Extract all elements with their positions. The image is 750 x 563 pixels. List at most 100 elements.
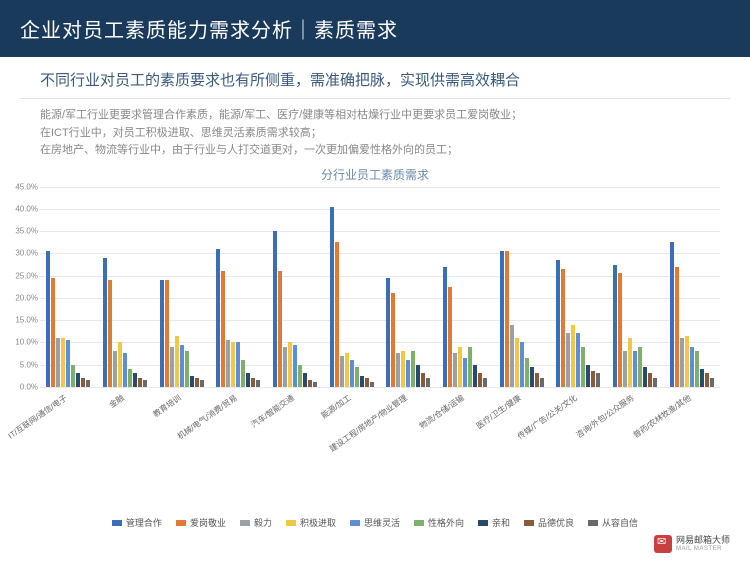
bar <box>335 242 339 386</box>
bar <box>313 382 317 386</box>
legend-label: 品德优良 <box>538 516 574 529</box>
bar <box>298 365 302 387</box>
bar <box>566 333 570 386</box>
legend-swatch <box>350 520 360 526</box>
y-tick-label: 35.0% <box>15 227 38 236</box>
bar <box>458 347 462 387</box>
bar <box>525 358 529 387</box>
legend-label: 亲和 <box>492 516 510 529</box>
desc-line-2: 在ICT行业中，对员工积极进取、思维灵活素质需求较高； <box>40 125 710 143</box>
bar <box>670 242 674 386</box>
legend-swatch <box>414 520 424 526</box>
bar <box>561 269 565 387</box>
bar <box>81 378 85 387</box>
bar <box>618 273 622 386</box>
description-block: 能源/军工行业更要求管理合作素质，能源/军工、医疗/健康等相对枯燥行业中更要求员… <box>0 99 750 164</box>
bar <box>540 378 544 387</box>
bar <box>710 378 714 387</box>
bar <box>288 342 292 386</box>
bar <box>483 378 487 387</box>
bar <box>133 373 137 386</box>
bar <box>170 347 174 387</box>
bar <box>386 278 390 387</box>
y-tick-label: 25.0% <box>15 271 38 280</box>
bar <box>350 360 354 387</box>
bar <box>391 293 395 386</box>
y-tick-label: 15.0% <box>15 316 38 325</box>
bar-group <box>46 187 90 387</box>
bar <box>463 358 467 387</box>
legend-item: 从容自信 <box>588 516 638 529</box>
bar <box>103 258 107 387</box>
y-axis: 0.0%5.0%10.0%15.0%20.0%25.0%30.0%35.0%40… <box>10 187 40 387</box>
bar <box>246 373 250 386</box>
bar <box>226 340 230 387</box>
bar <box>515 338 519 387</box>
bar <box>278 271 282 387</box>
bar <box>283 347 287 387</box>
y-tick-label: 10.0% <box>15 338 38 347</box>
bar <box>138 378 142 387</box>
bar-group <box>386 187 430 387</box>
bar <box>200 380 204 387</box>
bar <box>705 373 709 386</box>
bar <box>633 351 637 387</box>
header-bar: 企业对员工素质能力需求分析｜素质需求 <box>0 0 750 57</box>
legend-swatch <box>478 520 488 526</box>
bar <box>675 267 679 387</box>
legend: 管理合作爱岗敬业毅力积极进取思维灵活性格外向亲和品德优良从容自信 <box>0 516 750 529</box>
y-tick-label: 45.0% <box>15 182 38 191</box>
bar <box>61 338 65 387</box>
bar <box>478 373 482 386</box>
bar-plot <box>40 187 720 387</box>
bar-group <box>613 187 657 387</box>
legend-item: 毅力 <box>240 516 272 529</box>
bar <box>46 251 50 387</box>
bar-group <box>216 187 260 387</box>
bar <box>66 340 70 387</box>
bar <box>700 369 704 387</box>
bar <box>591 371 595 387</box>
bar <box>685 336 689 387</box>
bar <box>308 380 312 387</box>
y-tick-label: 0.0% <box>20 382 38 391</box>
bar <box>416 365 420 387</box>
bar <box>365 378 369 387</box>
legend-item: 思维灵活 <box>350 516 400 529</box>
bar <box>128 369 132 387</box>
bar <box>613 265 617 387</box>
bar <box>123 353 127 386</box>
legend-swatch <box>112 520 122 526</box>
y-tick-label: 20.0% <box>15 293 38 302</box>
logo-text-block: 网易邮箱大师 MAIL MASTER <box>676 536 730 552</box>
bar <box>216 249 220 387</box>
legend-label: 毅力 <box>254 516 272 529</box>
bar <box>118 342 122 386</box>
legend-swatch <box>286 520 296 526</box>
bar <box>426 378 430 387</box>
bar <box>556 260 560 387</box>
grid-line <box>40 387 720 388</box>
bar <box>443 267 447 387</box>
bar-group <box>273 187 317 387</box>
logo-subtitle: MAIL MASTER <box>676 546 730 552</box>
logo-name: 网易邮箱大师 <box>676 536 730 546</box>
y-tick-label: 30.0% <box>15 249 38 258</box>
legend-item: 积极进取 <box>286 516 336 529</box>
bar <box>401 351 405 387</box>
bar <box>355 367 359 387</box>
bar <box>108 280 112 387</box>
bar <box>623 351 627 387</box>
bar <box>293 345 297 387</box>
bar-group <box>160 187 204 387</box>
bar <box>190 376 194 387</box>
bar <box>453 353 457 386</box>
bar <box>231 342 235 386</box>
legend-label: 性格外向 <box>428 516 464 529</box>
bar <box>638 347 642 387</box>
legend-label: 从容自信 <box>602 516 638 529</box>
bar <box>695 351 699 387</box>
bar <box>396 353 400 386</box>
bar <box>468 347 472 387</box>
page-title: 企业对员工素质能力需求分析｜素质需求 <box>20 14 730 43</box>
